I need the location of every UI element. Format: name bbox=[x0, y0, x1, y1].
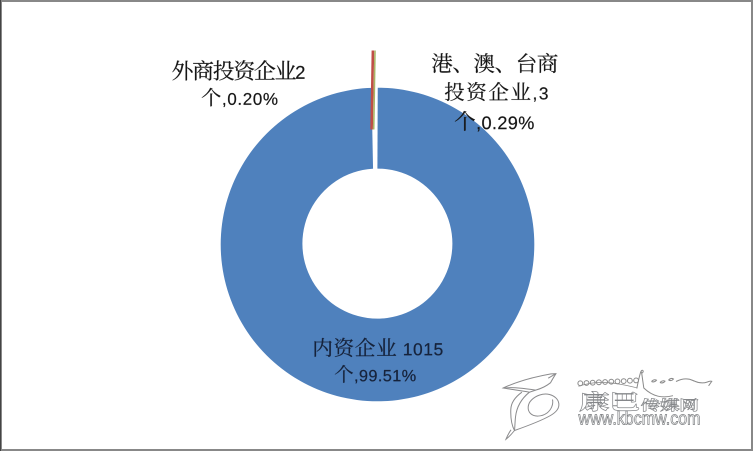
svg-text:www.kbcmw.com: www.kbcmw.com bbox=[578, 408, 701, 429]
